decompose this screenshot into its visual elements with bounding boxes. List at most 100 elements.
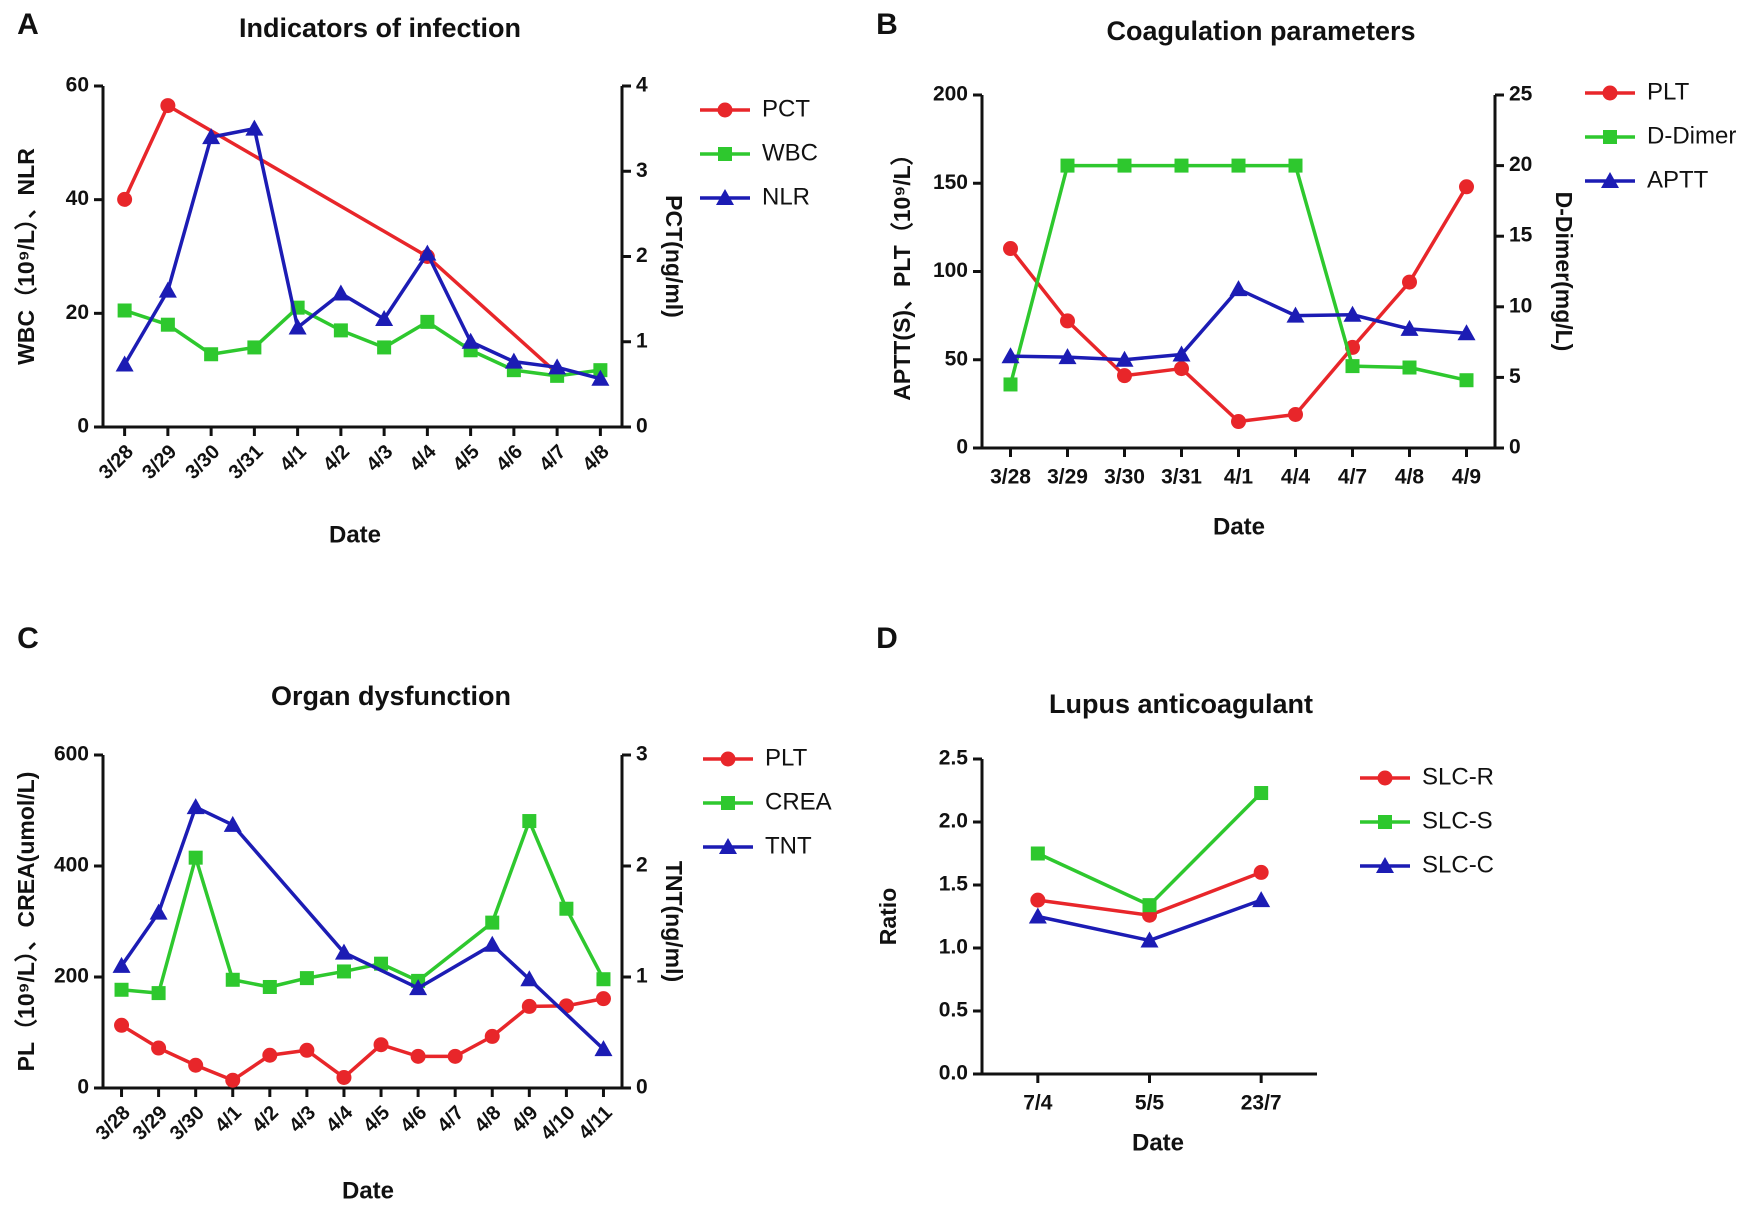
y2-tick-label: 3 [636,159,648,182]
y-tick-label: 50 [945,347,968,370]
y2-tick-label: 10 [1509,294,1532,317]
series-line [123,289,170,366]
data-point [420,314,435,329]
legend-marker [1376,857,1394,873]
x-tick-label: 3/29 [1047,466,1088,489]
legend-label: PCT [762,95,810,122]
series-line [166,136,213,292]
data-point [596,972,611,987]
data-point [1174,158,1189,173]
data-point [299,1042,315,1058]
data-point [336,964,351,979]
series-line [210,126,255,139]
data-point [112,956,131,973]
y-tick-label: 0 [956,436,968,459]
series-line [1124,366,1182,378]
data-point [225,972,240,987]
data-point [1402,360,1417,375]
x-tick-label: 4/8 [470,1102,505,1137]
y-tick-label: 0 [77,415,89,438]
y2-tick-label: 0 [636,415,648,438]
data-point [1030,846,1045,861]
series-line [124,308,169,327]
data-point [1252,891,1271,908]
data-point [204,347,219,362]
series-line [425,252,473,343]
legend-marker [1602,85,1618,101]
legend-marker [1601,172,1619,188]
x-tick-label: 4/1 [276,441,311,476]
series-line [1351,280,1411,349]
data-point [1003,377,1018,392]
x-tick-label: 4/6 [396,1102,431,1137]
y-tick-label: 60 [66,74,89,97]
x-tick-label: 4/7 [433,1102,468,1137]
legend-label: APTT [1647,166,1709,193]
data-point [1231,158,1246,173]
x-tick-label: 4/9 [507,1102,542,1137]
x-axis-label: Date [342,1177,394,1204]
x-tick-label: 4/2 [319,441,354,476]
y-axis-label: APTT(S)、PLT（10⁹/L） [889,142,915,400]
panel-label: D [876,622,898,655]
series-line [1409,365,1467,382]
series-line [1037,914,1150,943]
x-tick-label: 3/31 [225,441,268,484]
series-line [194,857,235,981]
data-point [548,358,567,375]
x-tick-label: 3/31 [1161,466,1202,489]
legend-marker [719,838,737,854]
series-line [564,907,606,981]
series-line [426,320,472,352]
series-line [1237,287,1297,318]
x-tick-label: 4/3 [362,441,397,476]
data-point [1343,305,1362,322]
y-axis-label: PL（10⁹/L）、CREA(umol/L) [13,772,39,1072]
series-line [123,104,170,201]
series-line [1148,898,1262,943]
data-point [461,332,480,349]
data-point [1060,313,1075,329]
series-line [528,977,605,1051]
series-line [253,306,299,349]
data-point [158,281,177,298]
series-line [382,252,429,320]
series-line [1124,352,1182,362]
data-point [504,352,523,369]
series-line [1008,165,1070,385]
data-point [520,970,539,987]
data-point [377,340,392,355]
x-tick-label: 3/28 [92,1102,135,1145]
y-axis-label: WBC（10⁹/L）、NLR [13,148,39,365]
data-point [247,340,262,355]
y-tick-label: 600 [54,743,89,766]
data-point [1142,898,1157,913]
series-line [1352,313,1410,331]
y-tick-label: 150 [933,171,968,194]
data-point [521,998,537,1014]
data-point [186,798,205,815]
legend-marker [717,102,733,118]
data-point [262,1047,278,1063]
data-point [1286,306,1305,323]
data-point [591,369,610,386]
x-tick-label: 4/6 [492,441,527,476]
data-point [1288,406,1303,422]
x-tick-label: 4/8 [1395,466,1425,489]
legend-label: TNT [765,832,812,859]
data-point [115,355,134,372]
data-point [188,1057,204,1073]
y-tick-label: 20 [66,301,89,324]
data-point [1030,892,1046,908]
y2-tick-label: 2 [636,854,648,877]
series-line [1037,851,1151,907]
series-line [426,255,559,375]
x-tick-label: 4/1 [211,1102,246,1137]
x-tick-label: 3/29 [129,1102,172,1145]
panel-label: B [876,8,898,41]
y-axis-label: Ratio [875,888,901,946]
legend-label: PLT [1647,78,1690,105]
series-line [417,943,494,990]
series-line [1409,327,1467,336]
